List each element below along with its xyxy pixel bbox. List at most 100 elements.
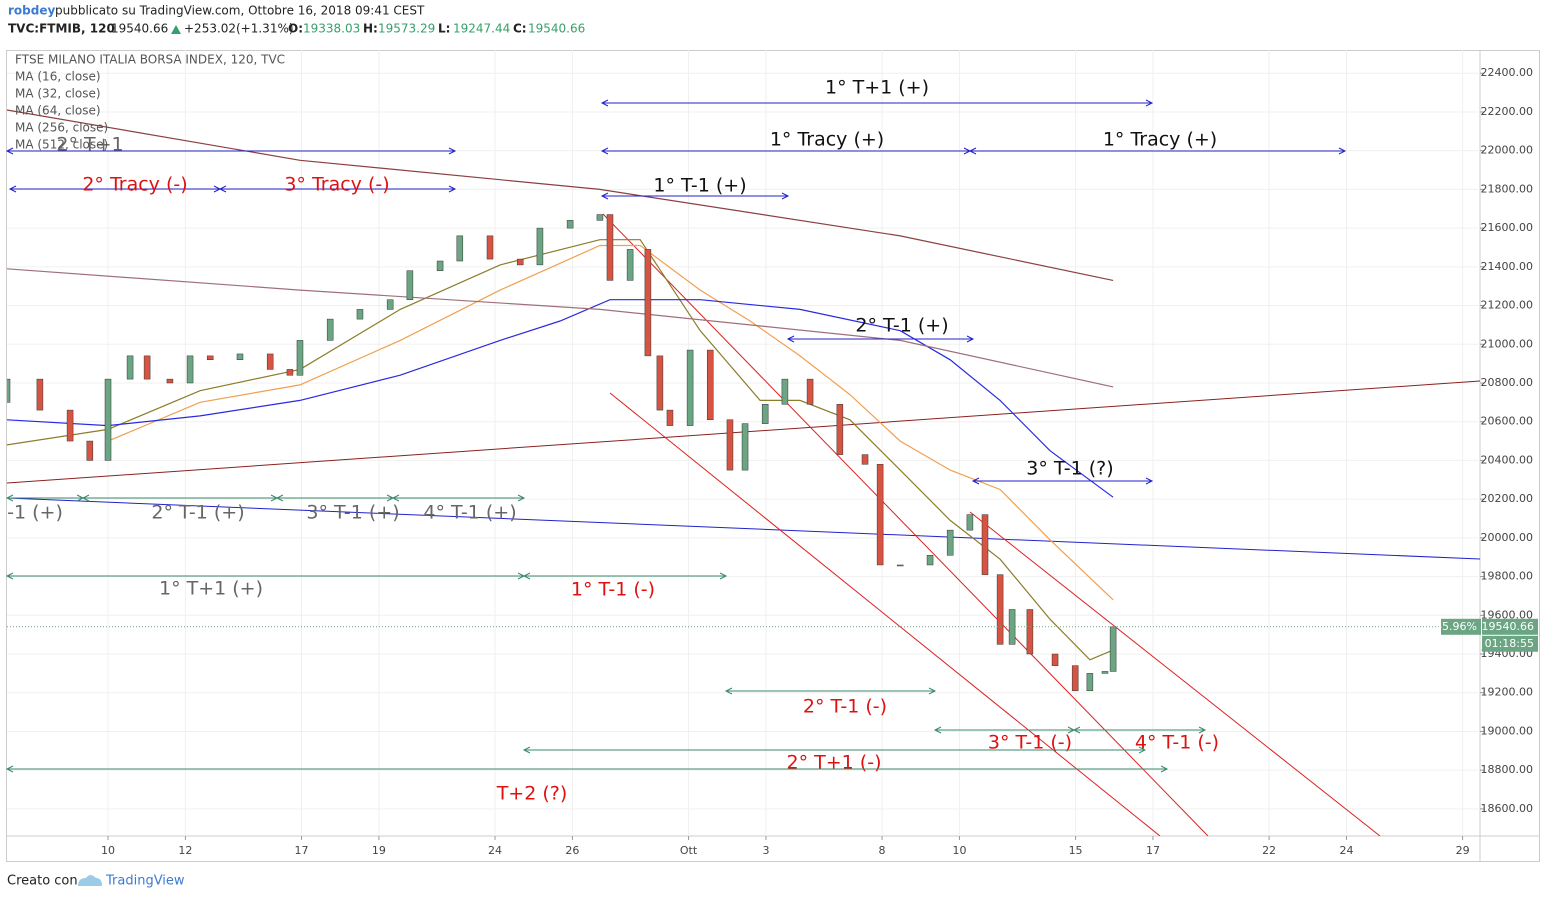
countdown-box <box>1482 635 1538 652</box>
last-change: -5.96% <box>1438 620 1477 633</box>
y-tick-label: 19600.00 <box>1481 608 1534 621</box>
annotation: 1° Tracy (+) <box>770 129 884 151</box>
candle <box>656 355 664 411</box>
candle <box>296 340 304 376</box>
candle <box>996 574 1004 645</box>
annotation: 4° T-1 (+) <box>423 502 516 524</box>
candle <box>286 369 294 376</box>
annotation: 3° Tracy (-) <box>284 174 389 196</box>
x-tick-label: Ott <box>680 844 698 857</box>
trend-line <box>609 392 1161 836</box>
x-tick-label: 26 <box>565 844 579 857</box>
candle <box>236 353 244 361</box>
x-tick-label: 17 <box>295 844 309 857</box>
annotation: 3° T-1 (?) <box>1026 458 1113 480</box>
legend-entry: MA (256, close) <box>15 121 108 135</box>
candle <box>436 260 444 271</box>
x-tick-label: 24 <box>488 844 502 857</box>
annotation: 1° T-1 (-) <box>571 579 655 601</box>
candle <box>726 419 734 471</box>
quote-item: +253.02 <box>184 22 236 36</box>
annotation: 2° T-1 (-) <box>803 696 887 718</box>
x-tick-label: 10 <box>952 844 966 857</box>
candle <box>456 235 464 262</box>
arrow-head <box>522 746 1147 754</box>
arrow-head <box>724 687 937 695</box>
candle <box>7 378 11 403</box>
candle <box>596 214 604 221</box>
x-tick-label: 22 <box>1262 844 1276 857</box>
arrow-head <box>971 477 1154 485</box>
arrow-head <box>786 335 975 343</box>
candle <box>626 249 634 281</box>
annotation: 3° T-1 (-) <box>988 732 1072 754</box>
candle <box>166 378 174 384</box>
annotation: 2° Tracy (-) <box>82 174 187 196</box>
y-tick-label: 22400.00 <box>1481 66 1534 79</box>
footer-text: Creato con <box>7 874 78 889</box>
arrow-head <box>968 147 1347 155</box>
candle <box>66 409 74 442</box>
y-tick-label: 20400.00 <box>1481 453 1534 466</box>
legend-entry: MA (64, close) <box>15 104 101 118</box>
quote-item: O: <box>288 22 303 36</box>
candle <box>516 258 524 266</box>
candle <box>206 355 214 361</box>
candle <box>741 423 749 471</box>
annotation: 4° T-1 (-) <box>1135 732 1219 754</box>
annotation: 2° T+1 <box>56 134 123 156</box>
candle <box>326 318 334 341</box>
y-tick-label: 20800.00 <box>1481 376 1534 389</box>
x-tick-label: 8 <box>879 844 886 857</box>
candle <box>356 309 364 320</box>
y-tick-label: 18600.00 <box>1481 802 1534 815</box>
candle <box>981 514 989 575</box>
x-tick-label: 10 <box>101 844 115 857</box>
candle <box>896 564 904 567</box>
x-tick-label: 12 <box>178 844 192 857</box>
candle <box>966 514 974 531</box>
x-tick-label: 3 <box>762 844 769 857</box>
candle <box>1101 671 1109 674</box>
arrow-head <box>600 99 1154 107</box>
author[interactable]: robdey <box>8 4 55 18</box>
candle <box>836 404 844 455</box>
y-tick-label: 18800.00 <box>1481 763 1534 776</box>
annotation: T+2 (?) <box>496 783 568 805</box>
published: pubblicato su TradingView.com, Ottobre 1… <box>55 4 425 18</box>
candle <box>1051 653 1059 666</box>
y-tick-label: 22000.00 <box>1481 144 1534 157</box>
footer-brand[interactable]: TradingView <box>105 874 185 889</box>
arrow-head <box>5 765 1169 773</box>
grid <box>7 50 1480 836</box>
candle <box>86 440 94 461</box>
quote-item: TVC:FTMIB, 120 <box>8 22 115 36</box>
candle <box>186 355 194 384</box>
y-tick-label: 21400.00 <box>1481 260 1534 273</box>
x-tick-label: 24 <box>1339 844 1353 857</box>
annotation: 1° T+1 (+) <box>825 77 929 99</box>
y-tick-label: 21800.00 <box>1481 182 1534 195</box>
y-tick-label: 22200.00 <box>1481 105 1534 118</box>
candle <box>876 464 884 566</box>
quote-item: C: <box>513 22 527 36</box>
annotation: 1° T-1 (+) <box>653 175 746 197</box>
x-tick-label: 17 <box>1146 844 1160 857</box>
drawings <box>7 213 1480 836</box>
arrow-head <box>5 147 457 155</box>
ma-line <box>7 299 1114 498</box>
last-price-box <box>1482 618 1538 635</box>
candle <box>386 299 394 310</box>
candle <box>1071 665 1079 692</box>
candle <box>781 378 789 405</box>
up-arrow <box>171 25 181 34</box>
legend: MA (16, close) MA (32, close) MA (64, clos… <box>15 70 108 152</box>
arrow-head <box>600 192 790 200</box>
legend-entry: MA (16, close) <box>15 70 101 84</box>
annotations: 1° T+1 (+) 1° Tracy (+) 1° Tracy (+) 2° T+1… <box>5 77 1347 805</box>
quote-item: 19540.66 <box>111 22 168 36</box>
annotation: 3° T-1 (+) <box>306 502 399 524</box>
annotation: 1° Tracy (+) <box>1103 129 1217 151</box>
trend-line <box>602 213 1209 836</box>
